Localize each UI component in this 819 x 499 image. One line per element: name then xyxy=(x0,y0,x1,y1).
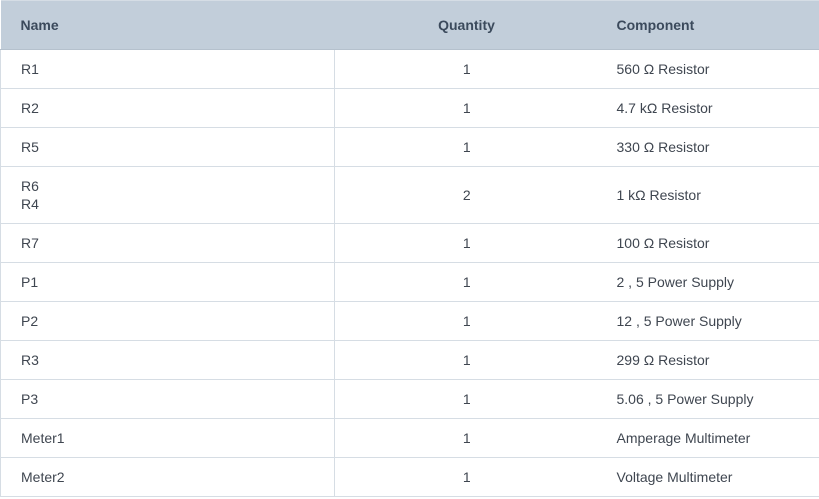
component-designator: R4 xyxy=(21,196,39,212)
cell-quantity: 1 xyxy=(334,262,599,302)
cell-name: P2 xyxy=(0,301,335,341)
cell-quantity: 1 xyxy=(334,379,599,419)
cell-component: 12 , 5 Power Supply xyxy=(598,301,819,341)
cell-name: Meter2 xyxy=(0,457,335,497)
cell-name: R3 xyxy=(0,340,335,380)
table-row: R1 1 560 Ω Resistor xyxy=(0,49,819,89)
component-designator: Meter1 xyxy=(21,430,65,446)
cell-name: Meter1 xyxy=(0,418,335,458)
cell-quantity: 1 xyxy=(334,223,599,263)
cell-name: R6 R4 xyxy=(0,166,335,224)
table-header: Name Quantity Component xyxy=(0,0,819,50)
cell-name: P3 xyxy=(0,379,335,419)
table-body: R1 1 560 Ω Resistor R2 1 4.7 kΩ Resistor R5 1 33… xyxy=(0,49,819,497)
cell-component: 100 Ω Resistor xyxy=(598,223,819,263)
cell-quantity: 1 xyxy=(334,418,599,458)
table-row: Meter1 1 Amperage Multimeter xyxy=(0,418,819,458)
component-designator: R2 xyxy=(21,100,39,116)
table-row: P3 1 5.06 , 5 Power Supply xyxy=(0,379,819,419)
column-header-name[interactable]: Name xyxy=(0,0,335,50)
component-designator: R6 xyxy=(21,178,39,194)
cell-component: 4.7 kΩ Resistor xyxy=(598,88,819,128)
component-designator: Meter2 xyxy=(21,469,65,485)
cell-quantity: 1 xyxy=(334,340,599,380)
component-designator: P1 xyxy=(21,274,39,290)
cell-component: 299 Ω Resistor xyxy=(598,340,819,380)
cell-component: 5.06 , 5 Power Supply xyxy=(598,379,819,419)
component-designator: R7 xyxy=(21,235,39,251)
cell-component: 2 , 5 Power Supply xyxy=(598,262,819,302)
cell-component: Amperage Multimeter xyxy=(598,418,819,458)
cell-name: P1 xyxy=(0,262,335,302)
cell-component: Voltage Multimeter xyxy=(598,457,819,497)
cell-component: 560 Ω Resistor xyxy=(598,49,819,89)
cell-quantity: 1 xyxy=(334,49,599,89)
cell-quantity: 1 xyxy=(334,127,599,167)
cell-quantity: 1 xyxy=(334,301,599,341)
cell-name: R5 xyxy=(0,127,335,167)
column-header-component[interactable]: Component xyxy=(598,0,819,50)
table-row: R3 1 299 Ω Resistor xyxy=(0,340,819,380)
cell-name: R1 xyxy=(0,49,335,89)
cell-component: 330 Ω Resistor xyxy=(598,127,819,167)
table-row: R7 1 100 Ω Resistor xyxy=(0,223,819,263)
component-designator: R3 xyxy=(21,352,39,368)
cell-name: R7 xyxy=(0,223,335,263)
cell-quantity: 2 xyxy=(334,166,599,224)
component-designator: P3 xyxy=(21,391,39,407)
cell-quantity: 1 xyxy=(334,88,599,128)
column-header-quantity[interactable]: Quantity xyxy=(334,0,599,50)
table-row: R2 1 4.7 kΩ Resistor xyxy=(0,88,819,128)
table-row: P2 1 12 , 5 Power Supply xyxy=(0,301,819,341)
table-row: R5 1 330 Ω Resistor xyxy=(0,127,819,167)
component-designator: R1 xyxy=(21,61,39,77)
component-designator: P2 xyxy=(21,313,39,329)
table-row: Meter2 1 Voltage Multimeter xyxy=(0,457,819,497)
cell-quantity: 1 xyxy=(334,457,599,497)
table-row: R6 R4 2 1 kΩ Resistor xyxy=(0,166,819,224)
component-designator: R5 xyxy=(21,139,39,155)
cell-component: 1 kΩ Resistor xyxy=(598,166,819,224)
table-row: P1 1 2 , 5 Power Supply xyxy=(0,262,819,302)
cell-name: R2 xyxy=(0,88,335,128)
